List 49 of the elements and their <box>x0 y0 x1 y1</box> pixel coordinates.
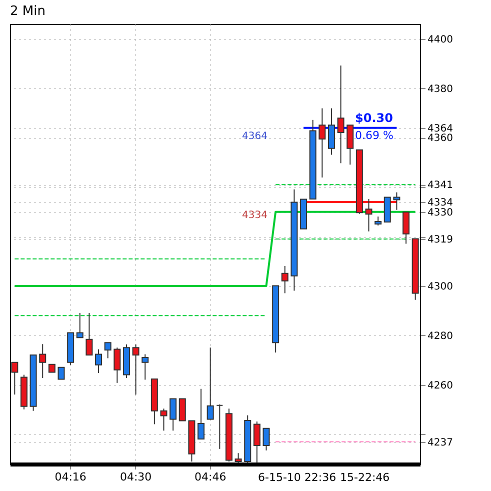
candlestick <box>281 266 288 294</box>
candlestick <box>393 192 400 210</box>
y-tick-label: 4360 <box>428 133 453 144</box>
annotation: $0.30 <box>355 111 393 125</box>
y-tick-label: 4237 <box>428 437 453 448</box>
x-tick-label: 04:30 <box>120 470 152 484</box>
candlestick <box>262 428 270 451</box>
candlestick <box>328 108 335 156</box>
candlestick <box>86 312 93 356</box>
candlestick <box>234 452 242 464</box>
candlestick <box>365 198 372 232</box>
candlestick <box>58 366 65 380</box>
candlestick <box>216 404 224 450</box>
candlestick <box>114 347 121 384</box>
y-tick-label: 4380 <box>428 84 453 95</box>
y-tick-label: 4280 <box>428 330 453 342</box>
annotation: 0.69 % <box>355 129 394 142</box>
candlestick <box>76 312 84 338</box>
y-tick-label: 4300 <box>428 282 453 293</box>
candlestick <box>132 344 140 396</box>
candlestick <box>318 108 326 178</box>
candlestick <box>346 124 354 166</box>
candlestick <box>39 344 46 378</box>
y-tick-label: 4400 <box>428 34 453 46</box>
candlestick <box>11 362 18 396</box>
y-tick-label: 4334 <box>428 197 453 208</box>
candlestick <box>198 388 205 440</box>
x-tick-label: 04:16 <box>54 470 86 484</box>
candlestick <box>253 420 260 464</box>
chart-title: 2 Min <box>10 4 46 19</box>
candlestick <box>206 347 214 420</box>
candlestick <box>160 408 168 432</box>
text: 6-15-10 22:36 <box>258 471 336 484</box>
text: 15-22:46 <box>340 471 390 484</box>
candlestick <box>95 348 102 374</box>
candlestick <box>402 212 410 244</box>
y-tick-label: 4260 <box>428 380 453 392</box>
y-tick-label: 4319 <box>428 234 453 246</box>
candlestick <box>104 342 112 359</box>
candlestick <box>142 354 149 380</box>
candlestick <box>170 398 177 432</box>
y-tick-label: 4330 <box>428 207 453 218</box>
x-tick-label: 04:46 <box>194 470 226 484</box>
y-tick-label: 4364 <box>428 123 453 134</box>
y-tick-label: 4341 <box>428 180 453 192</box>
candlestick <box>337 65 344 164</box>
annotation: 4364 <box>242 131 268 142</box>
candlestick <box>178 398 186 422</box>
annotation: 4334 <box>242 210 268 221</box>
